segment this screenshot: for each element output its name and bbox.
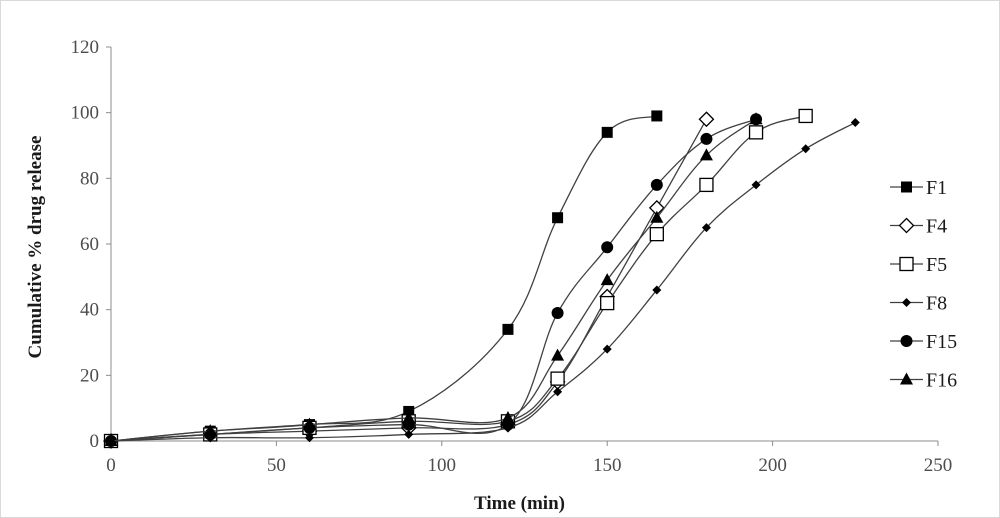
data-point-f4 — [698, 111, 715, 128]
x-tick-label: 150 — [593, 455, 622, 476]
series-f4 — [103, 111, 715, 449]
legend-marker — [901, 181, 912, 193]
data-point-f8 — [652, 285, 662, 295]
data-point-f5 — [550, 371, 565, 386]
data-point-f16 — [203, 424, 217, 437]
y-axis-title: Cumulative % drug release — [25, 136, 46, 359]
x-tick-label: 100 — [428, 455, 457, 476]
axes: 0 20 40 60 80 100 120 0 50 100 150 200 250 — [71, 37, 953, 476]
data-point-f8 — [602, 344, 612, 354]
series-line-f16 — [110, 118, 757, 442]
data-point-f15 — [601, 241, 614, 254]
y-tick-label: 100 — [71, 103, 100, 124]
series-f1 — [105, 110, 663, 447]
legend-item-f8: F8 — [890, 293, 947, 315]
data-point-f15 — [700, 132, 713, 145]
data-point-f16 — [650, 210, 664, 223]
data-point-f1 — [601, 126, 613, 138]
series-line-f5 — [110, 115, 806, 442]
data-point-f1 — [552, 212, 564, 224]
x-axis-title: Time (min) — [474, 493, 565, 514]
data-point-f1 — [651, 110, 663, 122]
series-line-f4 — [110, 118, 708, 442]
legend-label: F4 — [926, 216, 947, 238]
series-layer — [103, 108, 860, 449]
legend-label: F16 — [926, 370, 957, 392]
series-line-f8 — [110, 121, 856, 442]
data-point-f5 — [649, 226, 664, 242]
legend-label: F15 — [926, 331, 957, 353]
data-point-f16 — [402, 411, 416, 424]
data-point-f16 — [699, 148, 713, 161]
legend-item-f5: F5 — [890, 254, 947, 276]
legend-item-f4: F4 — [890, 216, 947, 238]
data-point-f8 — [751, 180, 761, 190]
y-tick-label: 60 — [80, 234, 99, 255]
legend-label: F1 — [926, 177, 947, 199]
y-tick-label: 0 — [90, 431, 100, 452]
data-point-f16 — [501, 411, 515, 424]
data-point-f8 — [801, 144, 811, 154]
data-point-f15 — [551, 306, 564, 319]
y-tick-label: 20 — [80, 365, 99, 386]
data-point-f8 — [404, 429, 414, 439]
legend-item-f16: F16 — [890, 370, 957, 392]
data-point-f1 — [502, 323, 514, 335]
x-tick-label: 0 — [106, 455, 116, 476]
legend-item-f15: F15 — [890, 331, 957, 353]
legend-label: F8 — [926, 293, 947, 315]
data-point-f5 — [699, 177, 714, 193]
y-tick-label: 80 — [80, 168, 99, 189]
data-point-f16 — [551, 348, 565, 361]
legend-marker — [900, 335, 913, 347]
data-point-f16 — [104, 434, 118, 446]
data-point-f8 — [850, 118, 860, 128]
series-line-f1 — [110, 115, 658, 442]
data-point-f16 — [302, 417, 316, 430]
data-point-f5 — [600, 295, 615, 311]
legend-marker — [900, 372, 913, 385]
legend-marker — [898, 217, 915, 234]
legend-item-f1: F1 — [890, 177, 947, 199]
x-tick-label: 250 — [924, 455, 953, 476]
data-point-f5 — [798, 108, 813, 124]
data-point-f15 — [650, 178, 663, 191]
data-point-f8 — [553, 387, 563, 397]
legend-label: F5 — [926, 254, 947, 276]
data-point-f8 — [304, 433, 314, 443]
legend-marker — [902, 298, 911, 307]
data-point-f8 — [701, 223, 711, 233]
series-line-f15 — [110, 118, 757, 442]
legend-marker — [899, 256, 914, 272]
data-point-f16 — [600, 273, 614, 286]
series-f16 — [104, 112, 763, 446]
data-point-f16 — [749, 112, 763, 125]
x-tick-label: 200 — [758, 455, 787, 476]
y-tick-label: 40 — [80, 300, 99, 321]
data-point-f5 — [748, 125, 764, 140]
series-f8 — [106, 118, 860, 446]
y-tick-label: 120 — [71, 37, 100, 58]
legend: F1 F4 F5 F8 F15 F16 — [890, 177, 957, 392]
x-tick-label: 50 — [267, 455, 286, 476]
